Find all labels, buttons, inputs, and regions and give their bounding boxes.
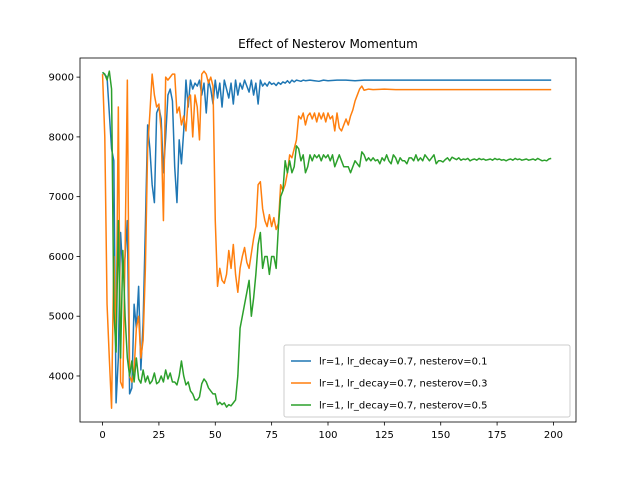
y-tick-label: 5000	[49, 312, 74, 323]
legend-label-2: lr=1, lr_decay=0.7, nesterov=0.3	[319, 379, 488, 390]
legend: lr=1, lr_decay=0.7, nesterov=0.1 lr=1, lr…	[283, 344, 571, 418]
x-tick-label: 100	[318, 430, 337, 441]
y-tick-label: 7000	[49, 192, 74, 203]
chart-title: Effect of Nesterov Momentum	[238, 37, 418, 51]
plot-frame	[79, 57, 577, 423]
y-tick-label: 4000	[49, 371, 74, 382]
series-line-3	[102, 70, 552, 408]
y-tick-label: 6000	[49, 252, 74, 263]
legend-box	[283, 344, 571, 418]
x-tick-label: 125	[375, 430, 394, 441]
x-tick-label: 0	[99, 430, 105, 441]
x-tick-label: 175	[488, 430, 507, 441]
ticks-layer: 0 25 50 75 100 125 150 175 200 4000 5000 6000 7000 80…	[49, 73, 563, 441]
x-tick-label: 75	[265, 430, 278, 441]
legend-label-1: lr=1, lr_decay=0.7, nesterov=0.1	[319, 357, 488, 368]
series-layer	[101, 70, 552, 409]
y-tick-label: 8000	[49, 132, 74, 143]
x-tick-label: 200	[544, 430, 563, 441]
x-tick-label: 150	[431, 430, 450, 441]
x-tick-label: 50	[209, 430, 222, 441]
x-tick-label: 25	[153, 430, 166, 441]
legend-label-3: lr=1, lr_decay=0.7, nesterov=0.5	[319, 401, 488, 412]
y-tick-label: 9000	[49, 73, 74, 84]
series-line-2	[101, 70, 552, 409]
